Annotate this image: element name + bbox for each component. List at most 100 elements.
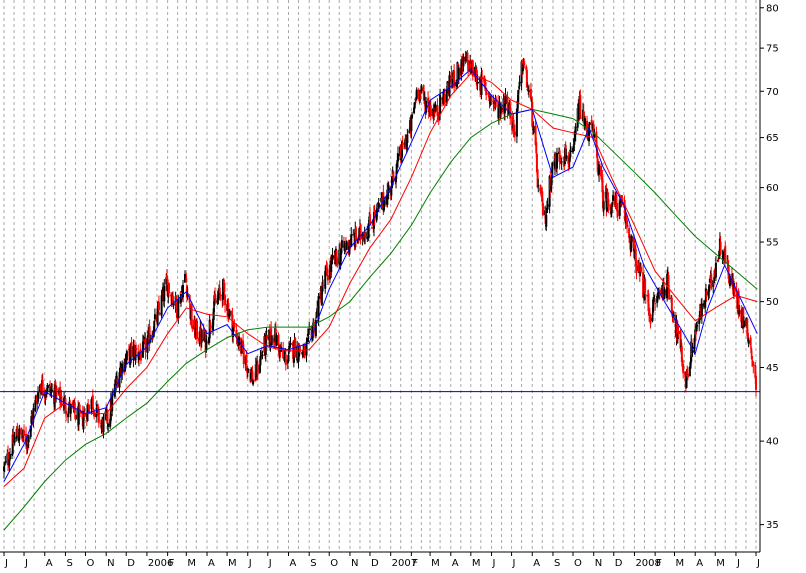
price-candle-body [467, 59, 470, 72]
price-candle-body [718, 250, 721, 259]
x-tick-label: A [533, 558, 540, 569]
price-candle-body [632, 237, 635, 252]
price-candle-body [722, 254, 725, 259]
moving-average-slow [3, 108, 758, 531]
y-tick-label: 35 [766, 520, 779, 531]
price-candle-body [485, 93, 488, 95]
moving-average-medium [3, 73, 758, 487]
price-candle-body [746, 318, 749, 336]
price-candle-body [343, 245, 346, 250]
price-candle-body [177, 299, 180, 318]
price-candle-body [330, 260, 333, 273]
price-candle-body [680, 345, 683, 348]
price-candle-body [666, 273, 669, 276]
price-candle-body [216, 297, 219, 305]
price-candle-body [498, 103, 501, 107]
price-candle-body [270, 335, 273, 346]
price-candle-body [450, 72, 453, 84]
price-candle-body [679, 330, 682, 349]
price-candle-body [405, 139, 408, 147]
price-candle-body [484, 81, 487, 87]
price-candle-body [437, 113, 440, 115]
price-candle-body [667, 275, 670, 288]
price-candle-body [653, 300, 656, 302]
price-candle-body [261, 354, 264, 357]
price-candle-body [256, 363, 259, 375]
price-candle-body [386, 189, 389, 205]
price-candle-body [410, 115, 413, 132]
price-candle-body [115, 377, 118, 380]
price-candle-body [751, 360, 754, 364]
x-tick-label: F [412, 558, 418, 569]
price-candle-body [413, 107, 416, 114]
price-candle-body [175, 302, 178, 319]
price-candle-body [144, 338, 147, 353]
price-candle-body [429, 105, 432, 117]
price-candle-body [671, 310, 674, 317]
y-tick-label: 60 [766, 183, 779, 194]
price-candle-body [630, 241, 633, 252]
price-candle-body [194, 327, 197, 336]
price-candle-body [598, 164, 601, 175]
price-candle-body [686, 369, 689, 376]
price-candle-body [525, 70, 528, 88]
price-candle-body [716, 259, 719, 261]
price-candle-body [67, 413, 70, 418]
price-candle-body [686, 373, 689, 378]
price-candle-body [78, 407, 81, 409]
price-candle-body [208, 319, 211, 339]
price-candle-body [32, 408, 35, 421]
price-candle-body [513, 129, 516, 133]
price-candle-body [198, 337, 201, 342]
price-candle-body [698, 319, 701, 324]
price-candle-body [104, 411, 107, 418]
price-candle-body [160, 295, 163, 316]
price-candle-body [652, 297, 655, 299]
price-candle-body [100, 424, 103, 428]
price-candle-body [184, 276, 187, 278]
price-candle-body [328, 264, 331, 280]
price-candle-body [507, 110, 510, 115]
price-candle-body [16, 426, 19, 436]
price-candle-body [615, 194, 618, 207]
price-candle-body [710, 273, 713, 289]
price-candle-body [497, 108, 500, 118]
price-candle-body [224, 295, 227, 306]
price-candle-body [698, 311, 701, 321]
price-candle-body [747, 340, 750, 344]
price-candle-body [685, 371, 688, 388]
x-tick-label: 2008 [635, 558, 660, 569]
x-tick-label: A [452, 558, 459, 569]
price-candle-body [628, 236, 631, 238]
price-candle-body [17, 437, 20, 440]
price-candle-body [541, 191, 544, 202]
price-candle-body [586, 120, 589, 137]
price-candle-body [677, 330, 680, 335]
price-candle-body [125, 351, 128, 361]
price-candle-body [49, 385, 52, 392]
price-candle-body [676, 320, 679, 341]
price-candle-body [205, 339, 208, 350]
price-candle-body [417, 89, 420, 99]
price-candle-body [588, 127, 591, 142]
price-candle-body [111, 394, 114, 396]
price-candle-body [708, 279, 711, 283]
price-candle-body [460, 59, 463, 75]
price-candle-body [303, 344, 306, 359]
price-candle-body [539, 187, 542, 192]
price-candle-body [339, 253, 342, 265]
price-candle-body [523, 61, 526, 66]
price-candle-body [138, 353, 141, 356]
price-candle-body [266, 335, 269, 339]
price-candle-body [652, 299, 655, 313]
price-candle-body [688, 366, 691, 377]
price-candle-body [465, 56, 468, 62]
price-candle-body [610, 205, 613, 214]
price-candle-body [592, 124, 595, 138]
price-candle-body [141, 341, 144, 358]
price-candle-body [630, 235, 633, 243]
price-candle-body [275, 335, 278, 346]
price-candle-body [218, 288, 221, 298]
price-candle-body [702, 303, 705, 307]
price-candle-body [137, 356, 140, 361]
